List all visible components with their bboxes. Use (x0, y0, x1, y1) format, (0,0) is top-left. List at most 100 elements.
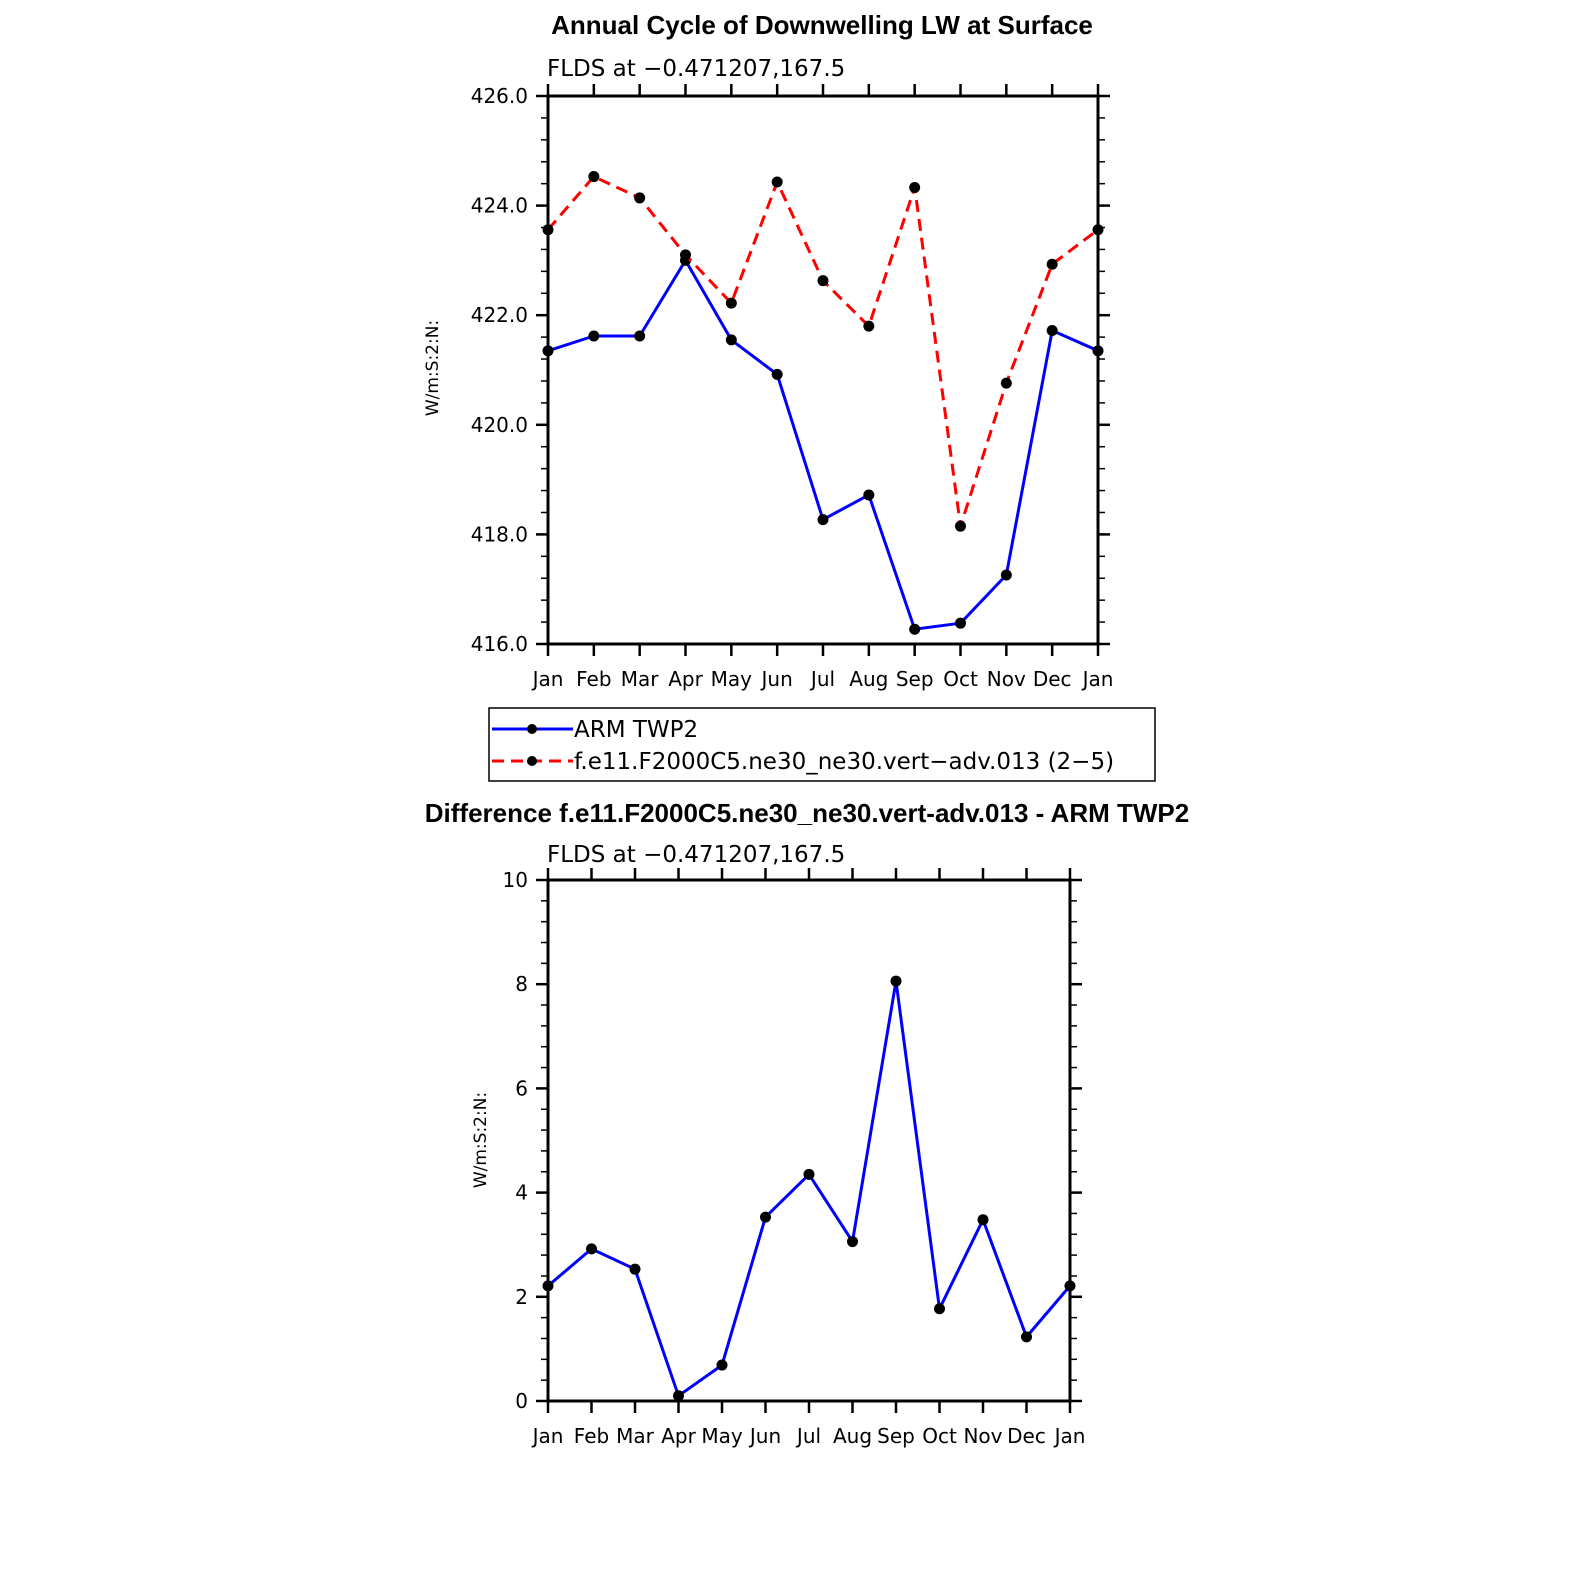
bottom-xtick-label: Nov (963, 1424, 1002, 1448)
top-series-1-point (1000, 377, 1012, 389)
top-xtick-label: Feb (576, 667, 611, 691)
top-xtick-label: Dec (1033, 667, 1072, 691)
bottom-series-0-point (673, 1390, 684, 1402)
top-series-0-point (955, 617, 966, 629)
top-series-1-point (725, 297, 737, 309)
bottom-series-0-point (977, 1214, 989, 1226)
top-series-0-point (771, 368, 783, 380)
legend-label-arm: ARM TWP2 (574, 717, 698, 743)
top-y-axis-label: W/m:S:2:N: (423, 320, 443, 416)
top-series-1-point (771, 176, 783, 188)
bottom-xtick-label: Aug (833, 1424, 872, 1448)
top-series-0-point (542, 345, 554, 357)
top-plot-frame (546, 94, 1100, 646)
top-series-1-point (955, 520, 966, 532)
top-chart-title: Annual Cycle of Downwelling LW at Surfac… (551, 10, 1093, 40)
top-x-ticks: Jan Feb Mar Apr May Jun Jul Aug Sep Oct Nov Dec Jan (531, 84, 1114, 691)
top-series-0-point (863, 489, 875, 501)
bottom-ytick-label: 4 (515, 1181, 528, 1205)
top-series-1-point (909, 182, 921, 194)
bottom-chart-title: Difference f.e11.F2000C5.ne30_ne30.vert-… (425, 798, 1189, 828)
top-chart-panel: Annual Cycle of Downwelling LW at Surfac… (423, 10, 1156, 782)
bottom-series-line-0 (547, 979, 1072, 1398)
top-series-1-point (542, 224, 554, 236)
top-ytick-label: 422.0 (471, 303, 528, 327)
bottom-series-0-point (542, 1280, 554, 1292)
top-series-line-0 (547, 258, 1099, 631)
top-series-line-1 (546, 175, 1099, 528)
bottom-series-0-point (847, 1236, 858, 1248)
bottom-xtick-label: Dec (1007, 1424, 1046, 1448)
top-series-1-point (680, 249, 691, 261)
bottom-series-0-point (586, 1243, 597, 1255)
legend-box (488, 707, 1156, 782)
bottom-series-0-point (1021, 1331, 1032, 1343)
top-series-0-point (817, 514, 829, 526)
top-y-ticks: 416.0 418.0 420.0 422.0 424.0 426.0 (471, 84, 1110, 656)
bottom-chart-subtitle: FLDS at −0.471207,167.5 (547, 842, 845, 868)
top-xtick-label: Mar (621, 667, 660, 691)
bottom-series-0-point (716, 1359, 728, 1371)
bottom-series-layer (542, 975, 1076, 1402)
top-xtick-label: Oct (943, 667, 978, 691)
top-series-0-point (634, 330, 646, 342)
bottom-xtick-label: Apr (661, 1424, 696, 1448)
bottom-ytick-label: 2 (515, 1285, 528, 1309)
bottom-xtick-label: Jan (1053, 1424, 1086, 1448)
legend-marker-model (527, 756, 537, 766)
bottom-ytick-label: 0 (515, 1389, 528, 1413)
top-series-0-point (909, 623, 921, 635)
top-series-1-point (863, 320, 875, 332)
top-series-0-point (1000, 569, 1012, 581)
bottom-plot-frame (546, 878, 1072, 1403)
top-ytick-label: 424.0 (471, 194, 528, 218)
top-series-0-point (1092, 345, 1104, 357)
bottom-xtick-label: Sep (877, 1424, 915, 1448)
bottom-series-0-point (1064, 1280, 1076, 1292)
bottom-xtick-label: Jun (748, 1424, 781, 1448)
bottom-series-0-point (803, 1168, 815, 1180)
top-series-0-point (588, 330, 600, 342)
bottom-xtick-label: May (701, 1424, 743, 1448)
bottom-x-ticks: Jan Feb Mar Apr May Jun Jul Aug Sep Oct Nov Dec Jan (531, 868, 1086, 1448)
top-series-1-point (634, 192, 646, 204)
top-ytick-label: 418.0 (471, 522, 528, 546)
top-ytick-label: 416.0 (471, 632, 528, 656)
bottom-y-axis-label: W/m:S:2:N: (471, 1092, 491, 1188)
legend-marker-arm (527, 724, 537, 734)
top-xtick-label: Nov (987, 667, 1026, 691)
top-chart-subtitle: FLDS at −0.471207,167.5 (547, 56, 845, 82)
top-xtick-label: Sep (896, 667, 934, 691)
bottom-series-0-point (760, 1211, 771, 1223)
bottom-series-0-point (890, 975, 902, 987)
bottom-series-0-point (629, 1263, 641, 1275)
top-xtick-label: Jun (760, 667, 793, 691)
bottom-chart-panel: Difference f.e11.F2000C5.ne30_ne30.vert-… (425, 798, 1189, 1448)
top-xtick-label: May (711, 667, 753, 691)
bottom-xtick-label: Jul (795, 1424, 821, 1448)
top-ytick-label: 420.0 (471, 413, 528, 437)
top-series-1-point (588, 171, 600, 183)
bottom-xtick-label: Jan (531, 1424, 564, 1448)
top-series-0-point (1046, 325, 1058, 337)
bottom-xtick-label: Feb (574, 1424, 609, 1448)
top-series-1-point (1046, 258, 1058, 270)
top-xtick-label: Jul (809, 667, 835, 691)
top-xtick-label: Jan (531, 667, 564, 691)
top-xtick-label: Apr (668, 667, 703, 691)
bottom-ytick-label: 10 (503, 868, 528, 892)
bottom-xtick-label: Oct (922, 1424, 957, 1448)
bottom-xtick-label: Mar (616, 1424, 655, 1448)
top-series-1-point (1092, 224, 1104, 236)
top-series-0-point (725, 334, 737, 346)
top-xtick-label: Jan (1081, 667, 1114, 691)
bottom-series-0-point (934, 1303, 945, 1315)
top-ytick-label: 426.0 (471, 84, 528, 108)
bottom-ytick-label: 8 (515, 972, 528, 996)
top-series-1-point (817, 275, 829, 287)
top-legend: ARM TWP2 f.e11.F2000C5.ne30_ne30.vert−ad… (488, 707, 1156, 782)
legend-label-model: f.e11.F2000C5.ne30_ne30.vert−adv.013 (2−… (574, 749, 1114, 775)
bottom-y-ticks: 0 2 4 6 8 10 (503, 868, 1082, 1413)
top-xtick-label: Aug (849, 667, 888, 691)
